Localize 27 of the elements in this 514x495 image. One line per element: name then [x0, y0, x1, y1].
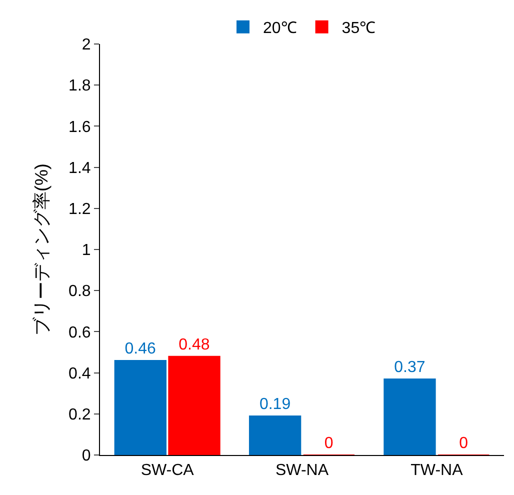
x-tick-label: SW-CA [140, 462, 194, 480]
data-label: 0.19 [259, 396, 291, 413]
bar [384, 378, 436, 455]
y-tick-label: 1.4 [68, 160, 91, 177]
bar [168, 356, 220, 455]
y-tick-label: 0.4 [68, 365, 91, 382]
x-tick-label: SW-NA [275, 462, 329, 480]
bar [114, 360, 166, 455]
legend-label: 20℃ [263, 20, 297, 38]
y-tick-label: 0.8 [68, 283, 91, 300]
x-tick-label: TW-NA [410, 462, 464, 480]
bar [248, 415, 302, 455]
data-label: 0 [324, 435, 334, 452]
y-tick-label: 0.6 [68, 324, 91, 342]
data-label: 0.46 [124, 340, 156, 358]
y-tick-label: 1 [82, 242, 91, 260]
y-tick-label: 2 [82, 36, 91, 54]
y-axis-title: ブリーディング率(%) [32, 164, 52, 336]
data-label: 0.37 [394, 358, 426, 376]
y-tick-label: 0 [82, 448, 91, 465]
legend-label: 35℃ [342, 20, 376, 38]
y-tick-label: 1.6 [68, 118, 91, 136]
y-tick-label: 1.8 [68, 78, 91, 95]
data-label: 0 [459, 435, 468, 452]
data-label: 0.48 [178, 336, 210, 354]
y-tick-label: 0.2 [68, 406, 91, 424]
y-tick-label: 1.2 [68, 201, 91, 218]
